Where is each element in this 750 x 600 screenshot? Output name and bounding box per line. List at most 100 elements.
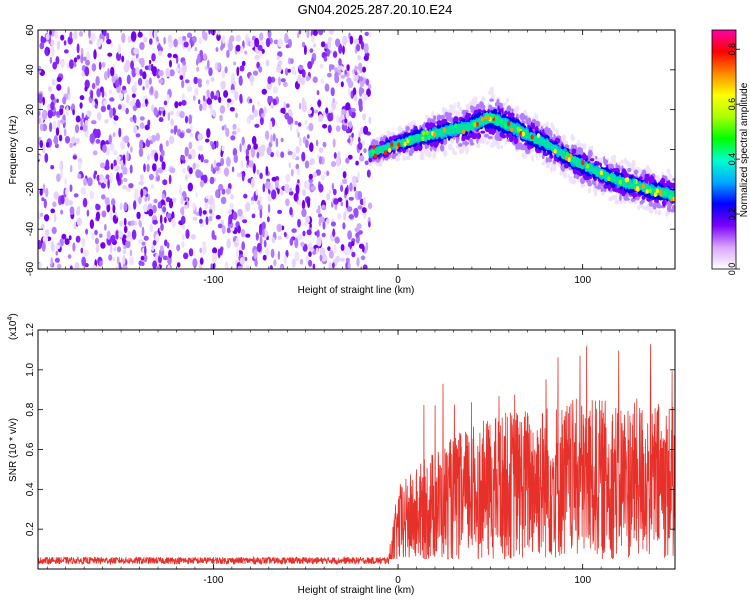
spectrogram-noise-mark <box>109 97 115 102</box>
spectrogram-noise-mark <box>280 107 285 114</box>
spectrogram-noise-mark <box>334 203 338 211</box>
spectrogram-noise-mark <box>349 35 354 45</box>
spectrogram-noise-mark <box>272 133 276 142</box>
spectrogram-noise-mark <box>155 41 159 46</box>
spectrogram-ridge-mark <box>548 127 551 133</box>
spectrogram-noise-mark <box>304 160 310 169</box>
spectrogram-noise-mark <box>272 86 278 94</box>
spectrogram-noise-mark <box>72 242 76 252</box>
spectrogram-noise-mark <box>50 257 53 267</box>
spectrogram-noise-mark <box>117 44 121 55</box>
spectrogram-ridge-mark <box>619 193 622 202</box>
spectrogram-noise-mark <box>153 30 158 40</box>
spectrogram-noise-mark <box>41 197 45 202</box>
spectrogram-noise-mark <box>74 262 80 269</box>
spectrogram-noise-mark <box>61 60 65 68</box>
spectrogram-noise-mark <box>141 226 145 237</box>
spectrogram-noise-mark <box>120 165 124 170</box>
spectrogram-noise-mark <box>348 120 353 129</box>
spectrogram-noise-mark <box>236 237 240 244</box>
spectrogram-noise-mark <box>363 125 369 135</box>
spectrogram-noise-mark <box>79 31 83 37</box>
spectrogram-noise-mark <box>257 199 261 206</box>
spectrogram-ridge-mark <box>612 187 618 192</box>
spectrogram-noise-mark <box>94 237 99 245</box>
spectrogram-ridge-mark <box>448 104 454 110</box>
spectrogram-noise-mark <box>116 155 121 161</box>
spectrogram-noise-mark <box>123 177 128 183</box>
spectrogram-ridge-mark <box>470 116 476 121</box>
spectrogram-noise-mark <box>143 163 146 173</box>
spectrogram-noise-mark <box>110 163 114 170</box>
spectrogram-ridge-mark <box>603 156 606 162</box>
spectrogram-noise-mark <box>332 138 336 148</box>
spectrogram-noise-mark <box>190 234 196 240</box>
spectrogram-noise-mark <box>332 262 335 269</box>
spectrogram-noise-mark <box>182 61 187 66</box>
spectrogram-noise-mark <box>342 45 345 55</box>
spectrogram-noise-mark <box>192 202 196 211</box>
spectrogram-noise-mark <box>176 262 181 268</box>
spectrogram-noise-mark <box>303 45 307 56</box>
spectrogram-noise-mark <box>244 50 248 55</box>
spectrogram-noise-mark <box>166 94 170 103</box>
spectrogram-noise-mark <box>169 69 175 77</box>
spectrogram-ridge-mark <box>621 159 624 164</box>
spectrogram-noise-mark <box>138 238 144 244</box>
spectrogram-noise-mark <box>344 118 348 124</box>
spectrogram-noise-mark <box>340 244 345 251</box>
spectrogram-noise-mark <box>271 237 276 244</box>
spectrogram-noise-mark <box>112 63 116 68</box>
spectrogram-ridge-mark <box>501 107 504 115</box>
spectrogram-ridge-mark <box>570 171 574 175</box>
spectrogram-noise-mark <box>287 151 293 156</box>
spectrogram-ridge-mark <box>670 208 675 213</box>
spectrogram-noise-mark <box>42 96 45 106</box>
spectrogram-noise-mark <box>158 69 164 77</box>
spectrogram-noise-mark <box>299 136 302 147</box>
spectrogram-noise-mark <box>277 184 281 189</box>
spectrogram-noise-mark <box>126 150 129 162</box>
spectrogram-noise-mark <box>96 88 101 98</box>
spectrogram-noise-mark <box>296 168 301 176</box>
spectrogram-noise-mark <box>38 240 43 250</box>
spectrogram-noise-mark <box>308 178 314 183</box>
spectrogram-noise-mark <box>333 198 339 205</box>
spectrogram-noise-mark <box>341 178 348 184</box>
spectrogram-noise-mark <box>42 144 46 154</box>
spectrogram-noise-mark <box>144 245 147 256</box>
spectrogram-ridge-mark <box>429 122 432 130</box>
spectrogram-noise-mark <box>63 40 67 46</box>
spectrogram-noise-mark <box>154 152 159 162</box>
spectrogram-noise-mark <box>106 32 110 41</box>
spectrogram-noise-mark <box>313 30 318 36</box>
spectrogram-noise-mark <box>101 194 106 200</box>
spectrogram-noise-mark <box>133 48 139 55</box>
spectrogram-noise-mark <box>42 183 46 194</box>
spectrogram-ridge-mark <box>469 142 475 146</box>
spectrogram-noise-mark <box>362 94 369 101</box>
spectrogram-ridge-mark <box>519 114 525 120</box>
spectrogram-noise-mark <box>83 249 89 257</box>
spectrogram-noise-mark <box>320 41 326 48</box>
spectrogram-noise-mark <box>347 154 353 160</box>
spectrogram-noise-mark <box>47 85 53 92</box>
spectrogram-ridge-mark <box>481 96 485 100</box>
spectrogram-noise-mark <box>190 148 196 160</box>
spectrogram-noise-mark <box>75 235 81 243</box>
spectrogram-noise-mark <box>99 260 103 267</box>
spectrogram-noise-mark <box>80 187 87 195</box>
spectrogram-noise-mark <box>233 212 238 220</box>
spectrogram-noise-mark <box>169 135 175 145</box>
spectrogram-noise-mark <box>152 66 158 77</box>
spectrogram-noise-mark <box>69 184 73 192</box>
spectrogram-noise-mark <box>251 200 254 206</box>
spectrogram-noise-mark <box>341 109 346 116</box>
spectrogram-ridge-mark <box>555 128 558 133</box>
spectrogram-ridge-mark <box>475 105 479 109</box>
spectrogram-noise-mark <box>145 79 150 90</box>
spectrogram-noise-mark <box>356 257 360 267</box>
spectrogram-noise-mark <box>249 98 253 104</box>
spectrogram-noise-mark <box>327 246 331 252</box>
spectrogram-noise-mark <box>167 53 172 58</box>
